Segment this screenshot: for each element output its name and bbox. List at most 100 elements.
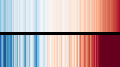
Bar: [6, 0, 7, 32]
Bar: [12, 35, 13, 67]
Bar: [52, 35, 53, 67]
Bar: [111, 35, 112, 67]
Bar: [68, 35, 69, 67]
Bar: [81, 0, 83, 32]
Bar: [66, 35, 67, 67]
Bar: [73, 0, 74, 32]
Bar: [57, 35, 58, 67]
Bar: [23, 35, 24, 67]
Bar: [13, 0, 14, 32]
Bar: [97, 35, 98, 67]
Bar: [78, 0, 79, 32]
Bar: [41, 0, 42, 32]
Bar: [89, 35, 90, 67]
Bar: [98, 35, 99, 67]
Bar: [39, 0, 40, 32]
Bar: [2, 0, 3, 32]
Bar: [119, 35, 120, 67]
Bar: [21, 0, 22, 32]
Bar: [88, 35, 89, 67]
Bar: [107, 0, 108, 32]
Bar: [107, 35, 108, 67]
Bar: [42, 35, 43, 67]
Bar: [118, 35, 119, 67]
Bar: [64, 35, 65, 67]
Bar: [27, 35, 29, 67]
Bar: [10, 35, 11, 67]
Bar: [69, 0, 70, 32]
Bar: [25, 0, 26, 32]
Bar: [95, 35, 96, 67]
Bar: [1, 35, 2, 67]
Bar: [19, 35, 20, 67]
Bar: [70, 35, 72, 67]
Bar: [22, 0, 23, 32]
Bar: [50, 0, 51, 32]
Bar: [31, 35, 32, 67]
Bar: [74, 35, 75, 67]
Bar: [79, 0, 80, 32]
Bar: [62, 35, 63, 67]
Bar: [119, 0, 120, 32]
Bar: [13, 35, 14, 67]
Bar: [87, 35, 88, 67]
Bar: [80, 0, 81, 32]
Bar: [88, 0, 89, 32]
Bar: [114, 35, 116, 67]
Bar: [98, 0, 99, 32]
Bar: [39, 35, 40, 67]
Bar: [86, 35, 87, 67]
Bar: [0, 0, 1, 32]
Bar: [46, 35, 47, 67]
Bar: [95, 0, 96, 32]
Bar: [79, 35, 80, 67]
Bar: [70, 0, 72, 32]
Bar: [77, 35, 78, 67]
Bar: [7, 35, 8, 67]
Bar: [96, 0, 97, 32]
Bar: [48, 35, 50, 67]
Bar: [99, 0, 100, 32]
Bar: [0, 35, 1, 67]
Bar: [85, 0, 86, 32]
Bar: [55, 0, 56, 32]
Bar: [83, 0, 84, 32]
Bar: [68, 0, 69, 32]
Bar: [93, 35, 94, 67]
Bar: [46, 0, 47, 32]
Bar: [77, 0, 78, 32]
Bar: [62, 0, 63, 32]
Bar: [33, 35, 34, 67]
Bar: [15, 35, 17, 67]
Bar: [19, 0, 20, 32]
Bar: [43, 0, 44, 32]
Bar: [30, 35, 31, 67]
Bar: [85, 35, 86, 67]
Bar: [9, 35, 10, 67]
Bar: [63, 0, 64, 32]
Bar: [20, 35, 21, 67]
Bar: [74, 0, 75, 32]
Bar: [113, 0, 114, 32]
Bar: [32, 0, 33, 32]
Bar: [113, 35, 114, 67]
Bar: [105, 0, 106, 32]
Bar: [102, 35, 103, 67]
Bar: [112, 0, 113, 32]
Bar: [11, 35, 12, 67]
Bar: [50, 35, 51, 67]
Bar: [91, 35, 93, 67]
Bar: [56, 35, 57, 67]
Bar: [20, 0, 21, 32]
Bar: [90, 0, 91, 32]
Bar: [4, 0, 6, 32]
Bar: [8, 35, 9, 67]
Bar: [75, 35, 76, 67]
Bar: [67, 35, 68, 67]
Bar: [102, 0, 103, 32]
Bar: [44, 35, 45, 67]
Bar: [103, 0, 105, 32]
Bar: [26, 35, 27, 67]
Bar: [87, 0, 88, 32]
Bar: [66, 0, 67, 32]
